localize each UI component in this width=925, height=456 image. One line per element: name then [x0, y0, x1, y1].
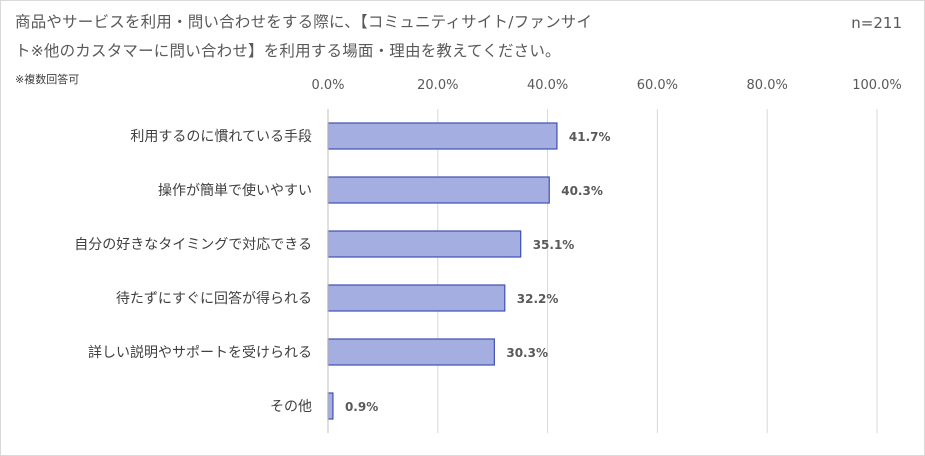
- chart-title-line-1: 商品やサービスを利用・問い合わせをする際に、【コミュニティサイト/ファンサイ: [15, 13, 593, 31]
- chart-note: ※複数回答可: [15, 73, 80, 86]
- sample-size-label: n=211: [851, 14, 902, 32]
- x-tick-label-0: 0.0%: [311, 78, 344, 93]
- x-tick-label-4: 80.0%: [747, 78, 788, 93]
- value-label-2: 35.1%: [533, 238, 575, 252]
- category-label-2: 自分の好きなタイミングで対応できる: [74, 237, 312, 253]
- value-label-0: 41.7%: [569, 130, 611, 144]
- value-label-5: 0.9%: [345, 400, 378, 414]
- value-label-4: 30.3%: [506, 346, 548, 360]
- category-label-5: その他: [270, 399, 312, 415]
- category-label-4: 詳しい説明やサポートを受けられる: [88, 345, 312, 361]
- bar-0: [327, 122, 558, 150]
- bar-3: [327, 284, 506, 312]
- bar-1: [327, 176, 550, 204]
- category-label-1: 操作が簡単で使いやすい: [158, 182, 312, 199]
- category-label-0: 利用するのに慣れている手段: [130, 128, 312, 145]
- x-tick-label-5: 100.0%: [852, 78, 902, 93]
- bar-5: [327, 392, 334, 420]
- x-tick-label-3: 60.0%: [637, 78, 678, 93]
- x-tick-label-2: 40.0%: [527, 78, 568, 93]
- value-label-1: 40.3%: [561, 184, 603, 198]
- bar-4: [327, 338, 495, 366]
- bar-2: [327, 230, 522, 258]
- category-label-3: 待たずにすぐに回答が得られる: [116, 290, 312, 307]
- x-tick-label-1: 20.0%: [417, 78, 458, 93]
- chart-title-line-2: ト※他のカスタマーに問い合わせ】を利用する場面・理由を教えてください。: [15, 42, 561, 60]
- value-label-3: 32.2%: [517, 292, 559, 306]
